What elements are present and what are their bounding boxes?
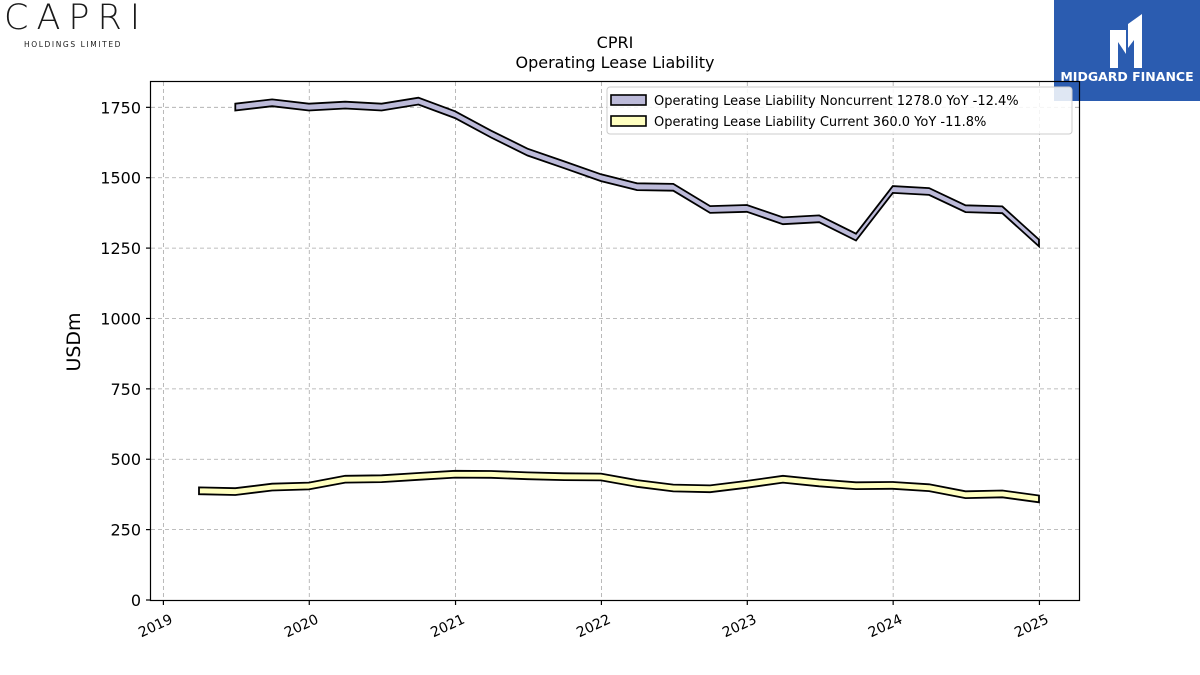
publisher-name: MIDGARD FINANCE	[1060, 69, 1194, 84]
legend-swatch-noncurrent	[610, 94, 647, 106]
y-tick-label: 750	[110, 380, 141, 399]
plot-frame	[149, 80, 1081, 602]
x-tick-label: 2023	[720, 612, 759, 642]
grid	[151, 82, 1079, 600]
chart-title: CPRI	[597, 33, 634, 52]
chart-subtitle: Operating Lease Liability	[515, 53, 714, 72]
x-tick-label: 2024	[866, 612, 905, 642]
legend-box	[606, 86, 1073, 135]
legend-label-current: Operating Lease Liability Current 360.0 …	[654, 115, 986, 130]
company-name: CAPRI	[4, 0, 149, 38]
axes: 0 250 500 750 1000 1250 1500 1750 2019 2020 2021 20…	[100, 98, 1051, 641]
x-tick-label: 2025	[1012, 612, 1051, 642]
series-line-current	[198, 469, 1040, 504]
legend: Operating Lease Liability Noncurrent 127…	[606, 86, 1073, 135]
y-tick-label: 0	[131, 591, 141, 610]
y-tick-label: 250	[110, 521, 141, 540]
y-tick-label: 1500	[100, 169, 141, 188]
y-tick-label: 1250	[100, 239, 141, 258]
midgard-badge: MIDGARD FINANCE	[1054, 0, 1200, 101]
legend-swatch-current	[610, 115, 647, 127]
series-line-noncurrent	[234, 96, 1040, 249]
x-tick-label: 2020	[282, 612, 321, 642]
company-subtitle: HOLDINGS LIMITED	[24, 40, 123, 49]
midgard-logo-icon	[1110, 14, 1142, 68]
x-tick-label: 2019	[136, 612, 175, 642]
y-tick-label: 500	[110, 450, 141, 469]
y-tick-label: 1000	[100, 309, 141, 328]
series-layer	[198, 96, 1040, 504]
y-tick-label: 1750	[100, 98, 141, 117]
legend-label-noncurrent: Operating Lease Liability Noncurrent 127…	[654, 94, 1019, 109]
capri-logo: CAPRI HOLDINGS LIMITED	[4, 0, 154, 54]
y-axis-label: USDm	[63, 312, 85, 371]
x-tick-label: 2022	[574, 612, 613, 642]
x-tick-label: 2021	[428, 612, 467, 642]
